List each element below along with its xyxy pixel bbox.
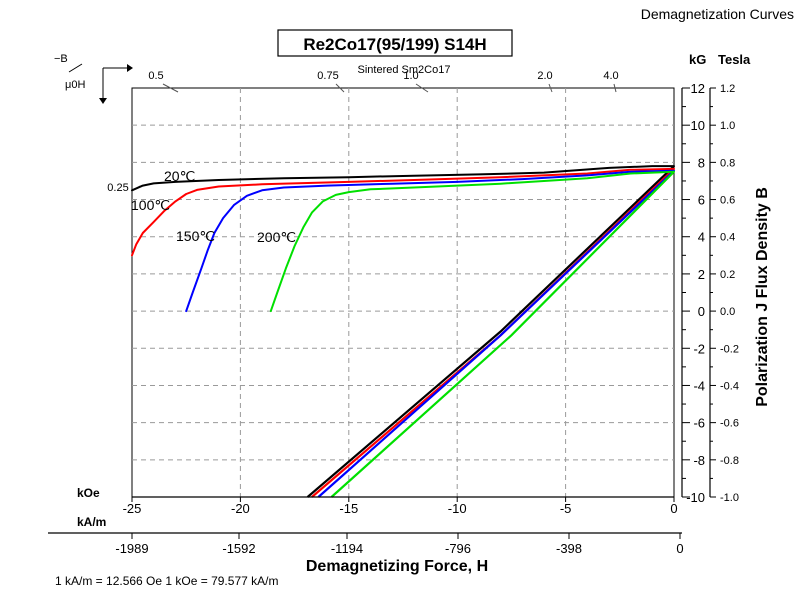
series-labels: 20℃ 100℃ 150℃ 200℃ [131, 168, 296, 245]
material-label: Sintered Sm2Co17 [358, 64, 451, 76]
normal-curve-150 [317, 169, 675, 498]
conversion-note: 1 kA/m = 12.566 Oe 1 kOe = 79.577 kA/m [55, 574, 278, 588]
permeance-symbol-divider [68, 63, 83, 73]
y-tick-label-tesla: 1.2 [720, 83, 735, 95]
y-tick-label-tesla: -0.6 [720, 418, 739, 430]
y-tick-label-tesla: -0.4 [720, 380, 739, 392]
y-tick-label-kg: 2 [698, 267, 705, 282]
permeance-tick [162, 83, 179, 93]
permeance-label: 2.0 [537, 70, 552, 82]
corner-title: Demagnetization Curves [641, 6, 794, 22]
grade-box [277, 29, 513, 57]
y-tick-label-tesla: 0.4 [720, 232, 735, 244]
y-unit-tesla: Tesla [718, 52, 751, 67]
y-tick-label-kg: 8 [698, 155, 705, 170]
x-tick-label-kam: -398 [556, 541, 582, 556]
y-tick-label-kg: 6 [698, 193, 705, 208]
axes: -25 -20 -15 -10 -5 0-1989 -1592 -1194 -796 -398 01… [48, 81, 739, 556]
y-tick-label-kg: -6 [693, 416, 705, 431]
permeance-symbol-top: −B [54, 53, 68, 65]
x-tick-label-kam: -796 [445, 541, 471, 556]
series-label: 20℃ [164, 168, 195, 184]
arrow-right-icon [127, 64, 133, 72]
arrow-down-icon [99, 98, 107, 104]
y-tick-label-kg: -4 [693, 378, 705, 393]
x-tick-label-koe: -25 [123, 501, 142, 516]
y-tick-label-tesla: 0.2 [720, 269, 735, 281]
y-axis-title: Polarization J Flux Density B [754, 187, 771, 407]
x-tick-label-koe: -20 [231, 501, 250, 516]
grade-title: Re2Co17(95/199) S14H [303, 35, 486, 54]
y-tick-label-tesla: 0.8 [720, 157, 735, 169]
y-tick-label-kg: 10 [691, 118, 705, 133]
grid-lines [132, 88, 674, 497]
y-tick-label-tesla: 0.6 [720, 195, 735, 207]
curves [131, 165, 675, 498]
permeance-label: 0.25 [107, 182, 128, 194]
y-tick-label-kg: 0 [698, 304, 705, 319]
x-tick-label-koe: 0 [670, 501, 677, 516]
y-unit-kg: kG [689, 52, 706, 67]
plot-area [131, 87, 675, 498]
permeance-tick [548, 83, 553, 93]
x-tick-label-kam: -1592 [222, 541, 255, 556]
y-tick-label-tesla: 0.0 [720, 306, 735, 318]
y-tick-label-kg: -2 [693, 341, 705, 356]
x-tick-label-kam: 0 [676, 541, 683, 556]
permeance-tick [335, 83, 345, 93]
y-tick-label-kg: 12 [691, 81, 705, 96]
permeance-symbol-bottom: μ0H [65, 79, 85, 91]
y-tick-label-kg: 4 [698, 230, 705, 245]
y-tick-label-tesla: -0.2 [720, 343, 739, 355]
permeance-tick [415, 83, 429, 93]
x-unit-koe: kOe [77, 486, 100, 500]
y-tick-label-kg: -10 [686, 490, 705, 505]
permeance-label: 0.5 [148, 70, 163, 82]
x-tick-label-koe: -15 [339, 501, 358, 516]
intrinsic-curve-20 [131, 165, 675, 192]
y-tick-label-kg: -8 [693, 453, 705, 468]
permeance-label: 0.75 [317, 70, 338, 82]
series-label: 150℃ [176, 228, 215, 244]
y-tick-label-tesla: -0.8 [720, 455, 739, 467]
x-unit-kam: kA/m [77, 515, 106, 529]
y-tick-label-tesla: 1.0 [720, 120, 735, 132]
x-tick-label-koe: -5 [560, 501, 572, 516]
x-tick-label-koe: -10 [448, 501, 467, 516]
normal-curve-200 [330, 170, 675, 498]
permeance-tick [613, 83, 617, 93]
intrinsic-curve-150 [185, 169, 675, 313]
intrinsic-curve-100 [131, 167, 675, 257]
series-label: 100℃ [131, 197, 170, 213]
series-label: 200℃ [257, 229, 296, 245]
x-tick-label-kam: -1989 [115, 541, 148, 556]
intrinsic-curve-200 [269, 170, 675, 313]
permeance-label: 4.0 [603, 70, 618, 82]
normal-curve-20 [306, 165, 675, 498]
x-tick-label-kam: -1194 [331, 541, 363, 556]
y-tick-label-tesla: -1.0 [720, 492, 739, 504]
permeance-label: 1.0 [403, 70, 418, 82]
x-axis-title: Demagnetizing Force, H [306, 558, 488, 575]
